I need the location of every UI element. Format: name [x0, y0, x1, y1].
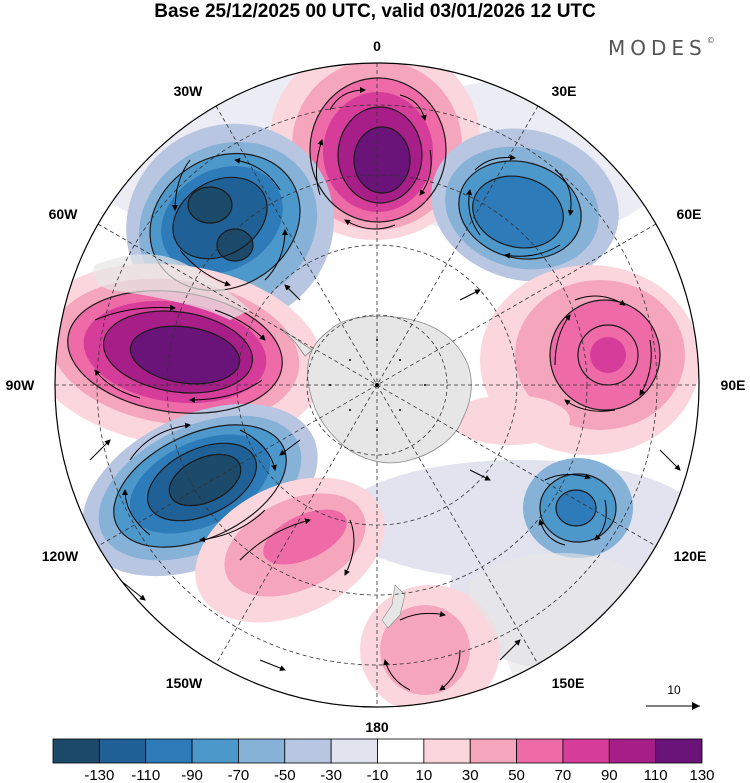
anomaly-field [55, 63, 699, 707]
colorbar-box [145, 738, 193, 764]
colorbar-box [191, 738, 239, 764]
colorbar-tick-label: -130 [84, 767, 114, 783]
colorbar-ticks: -130 -110 -90 -70 -50 -30 -10 10 30 50 70 90 110 130 [84, 767, 714, 783]
wind-dots-interior [329, 339, 426, 431]
colorbar-box [238, 738, 286, 764]
reference-vector-label: 10 [667, 683, 681, 697]
brand-name: MODES [608, 36, 707, 60]
colorbar-box [562, 738, 610, 764]
colorbar-tick-label: 10 [416, 767, 433, 783]
map-boundary [54, 62, 700, 708]
lon-label-180: 180 [365, 719, 389, 735]
lon-label-30e: 30E [552, 83, 577, 99]
colorbar-tick-label: 30 [462, 767, 479, 783]
colorbar-tick-label: -50 [274, 767, 296, 783]
colorbar-tick-label: 70 [555, 767, 572, 783]
colorbar-box [52, 738, 100, 764]
lon-label-90w: 90W [6, 377, 36, 393]
brand-mark: © [706, 36, 715, 45]
lon-label-150e: 150E [552, 675, 585, 691]
colorbar-tick-label: 90 [601, 767, 618, 783]
negative-anomaly-120E [523, 458, 633, 558]
colorbar-box [377, 738, 425, 764]
modes-logo: MODES© [608, 36, 715, 60]
colorbar-box [469, 738, 517, 764]
colorbar-box [330, 738, 378, 764]
lon-label-120e: 120E [674, 548, 707, 564]
colorbar-tick-label: 50 [508, 767, 525, 783]
colorbar-box [423, 738, 471, 764]
positive-anomaly-90E [450, 265, 699, 455]
lon-label-0: 0 [373, 38, 381, 54]
lon-label-150w: 150W [166, 675, 203, 691]
map-title: Base 25/12/2025 00 UTC, valid 03/01/2026… [154, 1, 596, 22]
polar-stereographic-map: 0 30E 60E 90E 120E 150E 180 150W 120W 90… [6, 38, 746, 735]
colorbar-tick-label: -70 [228, 767, 250, 783]
colorbar-box [516, 738, 564, 764]
south-america [93, 254, 250, 320]
colorbar-box [655, 738, 703, 764]
new-zealand [381, 584, 406, 629]
lon-label-60e: 60E [677, 206, 702, 222]
antarctica-landmass [307, 315, 472, 464]
lon-label-60w: 60W [49, 206, 79, 222]
antarctic-peninsula [279, 327, 313, 357]
colorbar-tick-label: -30 [320, 767, 342, 783]
colorbar-tick-label: 130 [689, 767, 714, 783]
colorbar-tick-label: -110 [131, 767, 160, 783]
wind-vectors [89, 87, 681, 691]
positive-anomaly-150W [195, 477, 385, 623]
colorbar-boxes [52, 738, 703, 764]
lon-label-120w: 120W [42, 548, 79, 564]
colorbar-box [284, 738, 332, 764]
reference-vector-arrowhead [692, 702, 700, 710]
colorbar-box [608, 738, 657, 764]
colorbar-tick-label: 110 [644, 767, 668, 783]
colorbar-tick-label: -90 [181, 767, 203, 783]
colorbar-box [98, 738, 147, 764]
colorbar: -130 -110 -90 -70 -50 -30 -10 10 30 50 70 90 110 130 [52, 738, 715, 783]
reference-vector: 10 [646, 683, 700, 710]
colorbar-tick-label: -10 [367, 767, 389, 783]
lon-label-30w: 30W [174, 83, 204, 99]
lon-label-90e: 90E [721, 377, 746, 393]
